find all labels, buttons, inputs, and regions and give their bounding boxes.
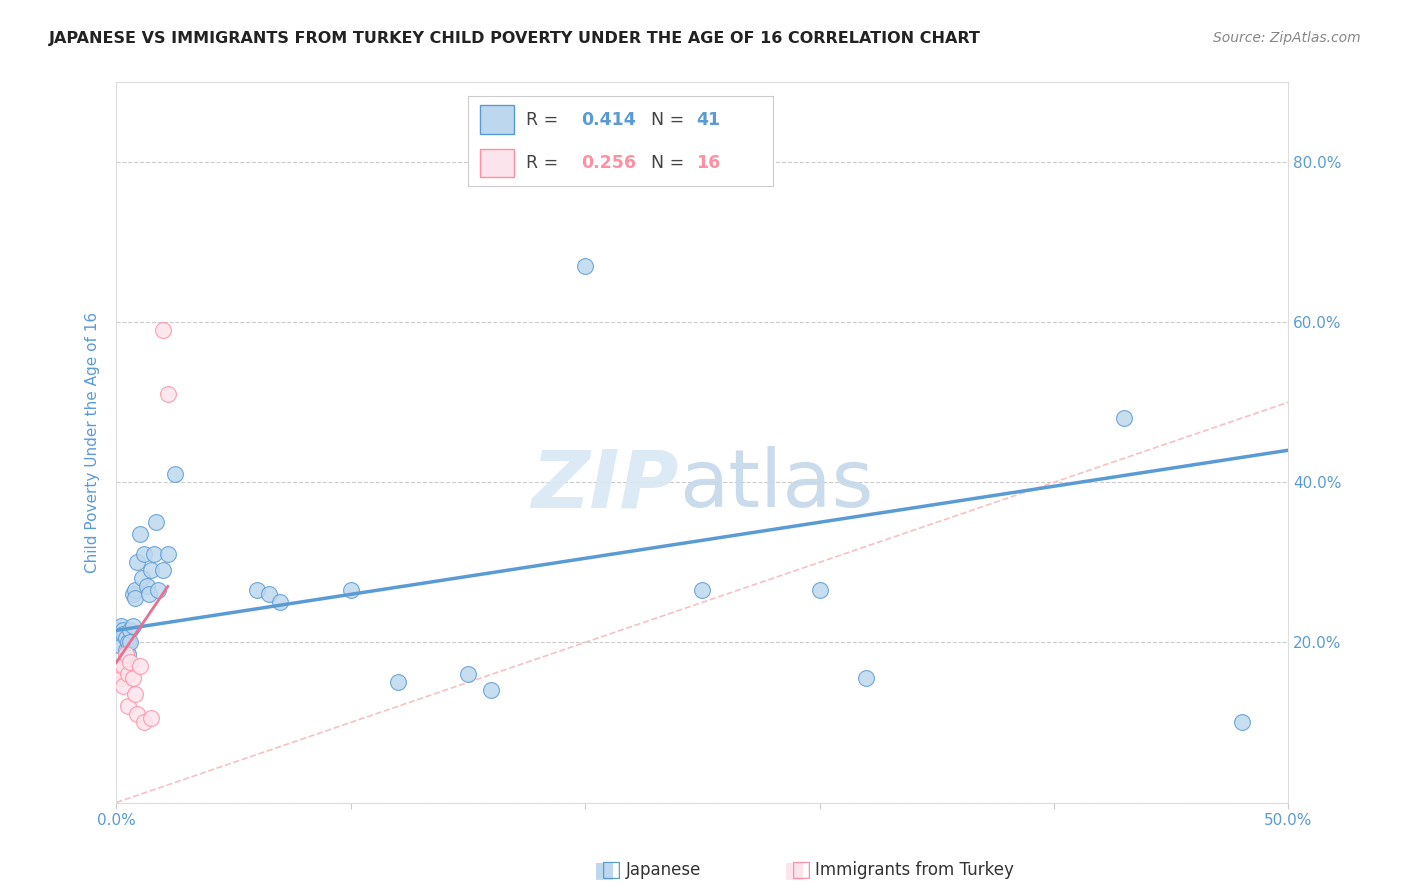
- Point: [855, 672, 877, 686]
- Point: [128, 659, 150, 673]
- Point: [269, 595, 291, 609]
- Point: [135, 579, 157, 593]
- Point: [120, 624, 142, 638]
- Text: □: □: [792, 860, 811, 880]
- Point: [141, 711, 163, 725]
- Text: atlas: atlas: [679, 447, 873, 524]
- Point: [117, 648, 139, 662]
- Point: [117, 699, 139, 714]
- Point: [141, 563, 163, 577]
- Point: [131, 571, 153, 585]
- Point: [1230, 715, 1253, 730]
- Point: [110, 672, 132, 686]
- Point: [121, 587, 143, 601]
- Point: [574, 259, 596, 273]
- Point: [121, 619, 143, 633]
- Point: [339, 583, 361, 598]
- Point: [808, 583, 831, 598]
- Point: [156, 387, 179, 401]
- Point: [112, 624, 135, 638]
- Point: [110, 619, 132, 633]
- Point: [121, 672, 143, 686]
- Text: ZIP: ZIP: [531, 447, 679, 524]
- Point: [1114, 411, 1136, 425]
- Point: [114, 648, 136, 662]
- Point: [107, 664, 129, 678]
- Point: [152, 563, 174, 577]
- Point: [457, 667, 479, 681]
- Point: [152, 323, 174, 337]
- Text: Source: ZipAtlas.com: Source: ZipAtlas.com: [1213, 31, 1361, 45]
- Text: Immigrants from Turkey: Immigrants from Turkey: [815, 861, 1014, 879]
- Point: [124, 591, 146, 606]
- Point: [142, 547, 165, 561]
- Point: [138, 587, 160, 601]
- Point: [692, 583, 714, 598]
- Point: [156, 547, 179, 561]
- Point: [134, 547, 156, 561]
- Point: [127, 555, 149, 569]
- Point: [117, 635, 139, 649]
- Point: [110, 640, 132, 654]
- Point: [114, 632, 136, 646]
- Point: [120, 635, 142, 649]
- Text: □: □: [602, 860, 621, 880]
- Point: [145, 516, 167, 530]
- Point: [120, 656, 142, 670]
- Text: ■: ■: [785, 860, 804, 880]
- Point: [124, 583, 146, 598]
- Text: JAPANESE VS IMMIGRANTS FROM TURKEY CHILD POVERTY UNDER THE AGE OF 16 CORRELATION: JAPANESE VS IMMIGRANTS FROM TURKEY CHILD…: [49, 31, 981, 46]
- Y-axis label: Child Poverty Under the Age of 16: Child Poverty Under the Age of 16: [86, 311, 100, 573]
- Point: [107, 624, 129, 638]
- Point: [163, 467, 186, 482]
- Point: [127, 707, 149, 722]
- Point: [148, 583, 170, 598]
- Text: Japanese: Japanese: [626, 861, 702, 879]
- Point: [128, 527, 150, 541]
- Point: [124, 688, 146, 702]
- Text: ■: ■: [595, 860, 614, 880]
- Point: [246, 583, 269, 598]
- Point: [112, 659, 135, 673]
- Point: [112, 627, 135, 641]
- Point: [257, 587, 280, 601]
- Point: [117, 667, 139, 681]
- Point: [479, 683, 502, 698]
- Point: [114, 643, 136, 657]
- Point: [387, 675, 409, 690]
- Point: [134, 715, 156, 730]
- Point: [112, 680, 135, 694]
